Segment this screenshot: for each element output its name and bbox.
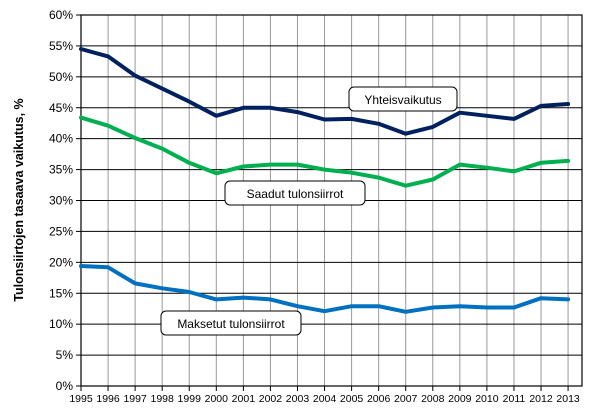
y-tick-label: 35% [49,163,73,177]
series-line [79,115,571,188]
callout-label: Saadut tulonsiirrot [247,187,344,201]
x-tick-label: 2011 [503,393,526,405]
y-tick-label: 45% [49,101,73,115]
y-axis-label: Tulonsiirtojen tasaava vaikutus, % [12,98,26,301]
y-tick-label: 55% [49,39,73,53]
y-tick-label: 50% [49,70,73,84]
x-tick-label: 2004 [313,393,337,405]
x-tick-label: 2005 [340,393,364,405]
x-tick-label: 1999 [178,393,202,405]
callout-yhteisvaikutus: Yhteisvaikutus [348,86,458,112]
x-tick-label: 2013 [556,393,580,405]
callout-label: Yhteisvaikutus [364,93,441,107]
x-tick-label: 1995 [69,393,93,405]
x-tick-label: 2007 [394,393,418,405]
y-tick-label: 20% [49,255,73,269]
y-tick-label: 30% [49,194,73,208]
x-tick-label: 2012 [529,393,553,405]
x-tick-label: 2008 [421,393,445,405]
series-line [79,264,571,314]
x-tick-label: 1996 [96,393,120,405]
y-tick-label: 5% [56,348,74,362]
callout-saadut-tulonsiirrot: Saadut tulonsiirrot [224,180,366,206]
series-line [79,47,571,136]
y-tick-label: 40% [49,132,73,146]
y-tick-label: 10% [49,317,73,331]
x-tick-label: 2010 [475,393,499,405]
y-tick-label: 60% [49,8,73,22]
y-tick-label: 0% [56,379,74,393]
y-tick-label: 25% [49,224,73,238]
series-lines [79,47,571,314]
x-axis-ticks: 1995 1996 1997 1998 1999 2000 2001 2002 2003 2004… [69,386,580,405]
x-tick-label: 1997 [123,393,147,405]
y-axis-ticks: 0% 5% 10% 15% 20% 25% 30% 35% 40% 45% 50% 55% 60% [49,8,81,393]
x-tick-label: 2006 [367,393,391,405]
x-tick-label: 2003 [286,393,310,405]
x-tick-label: 2002 [259,393,283,405]
callout-label: Maksetut tulonsiirrot [177,317,285,331]
x-tick-label: 2000 [205,393,229,405]
x-tick-label: 2009 [448,393,472,405]
x-tick-label: 2001 [232,393,256,405]
callout-maksetut-tulonsiirrot: Maksetut tulonsiirrot [160,310,302,336]
x-tick-label: 1998 [151,393,175,405]
y-tick-label: 15% [49,286,73,300]
